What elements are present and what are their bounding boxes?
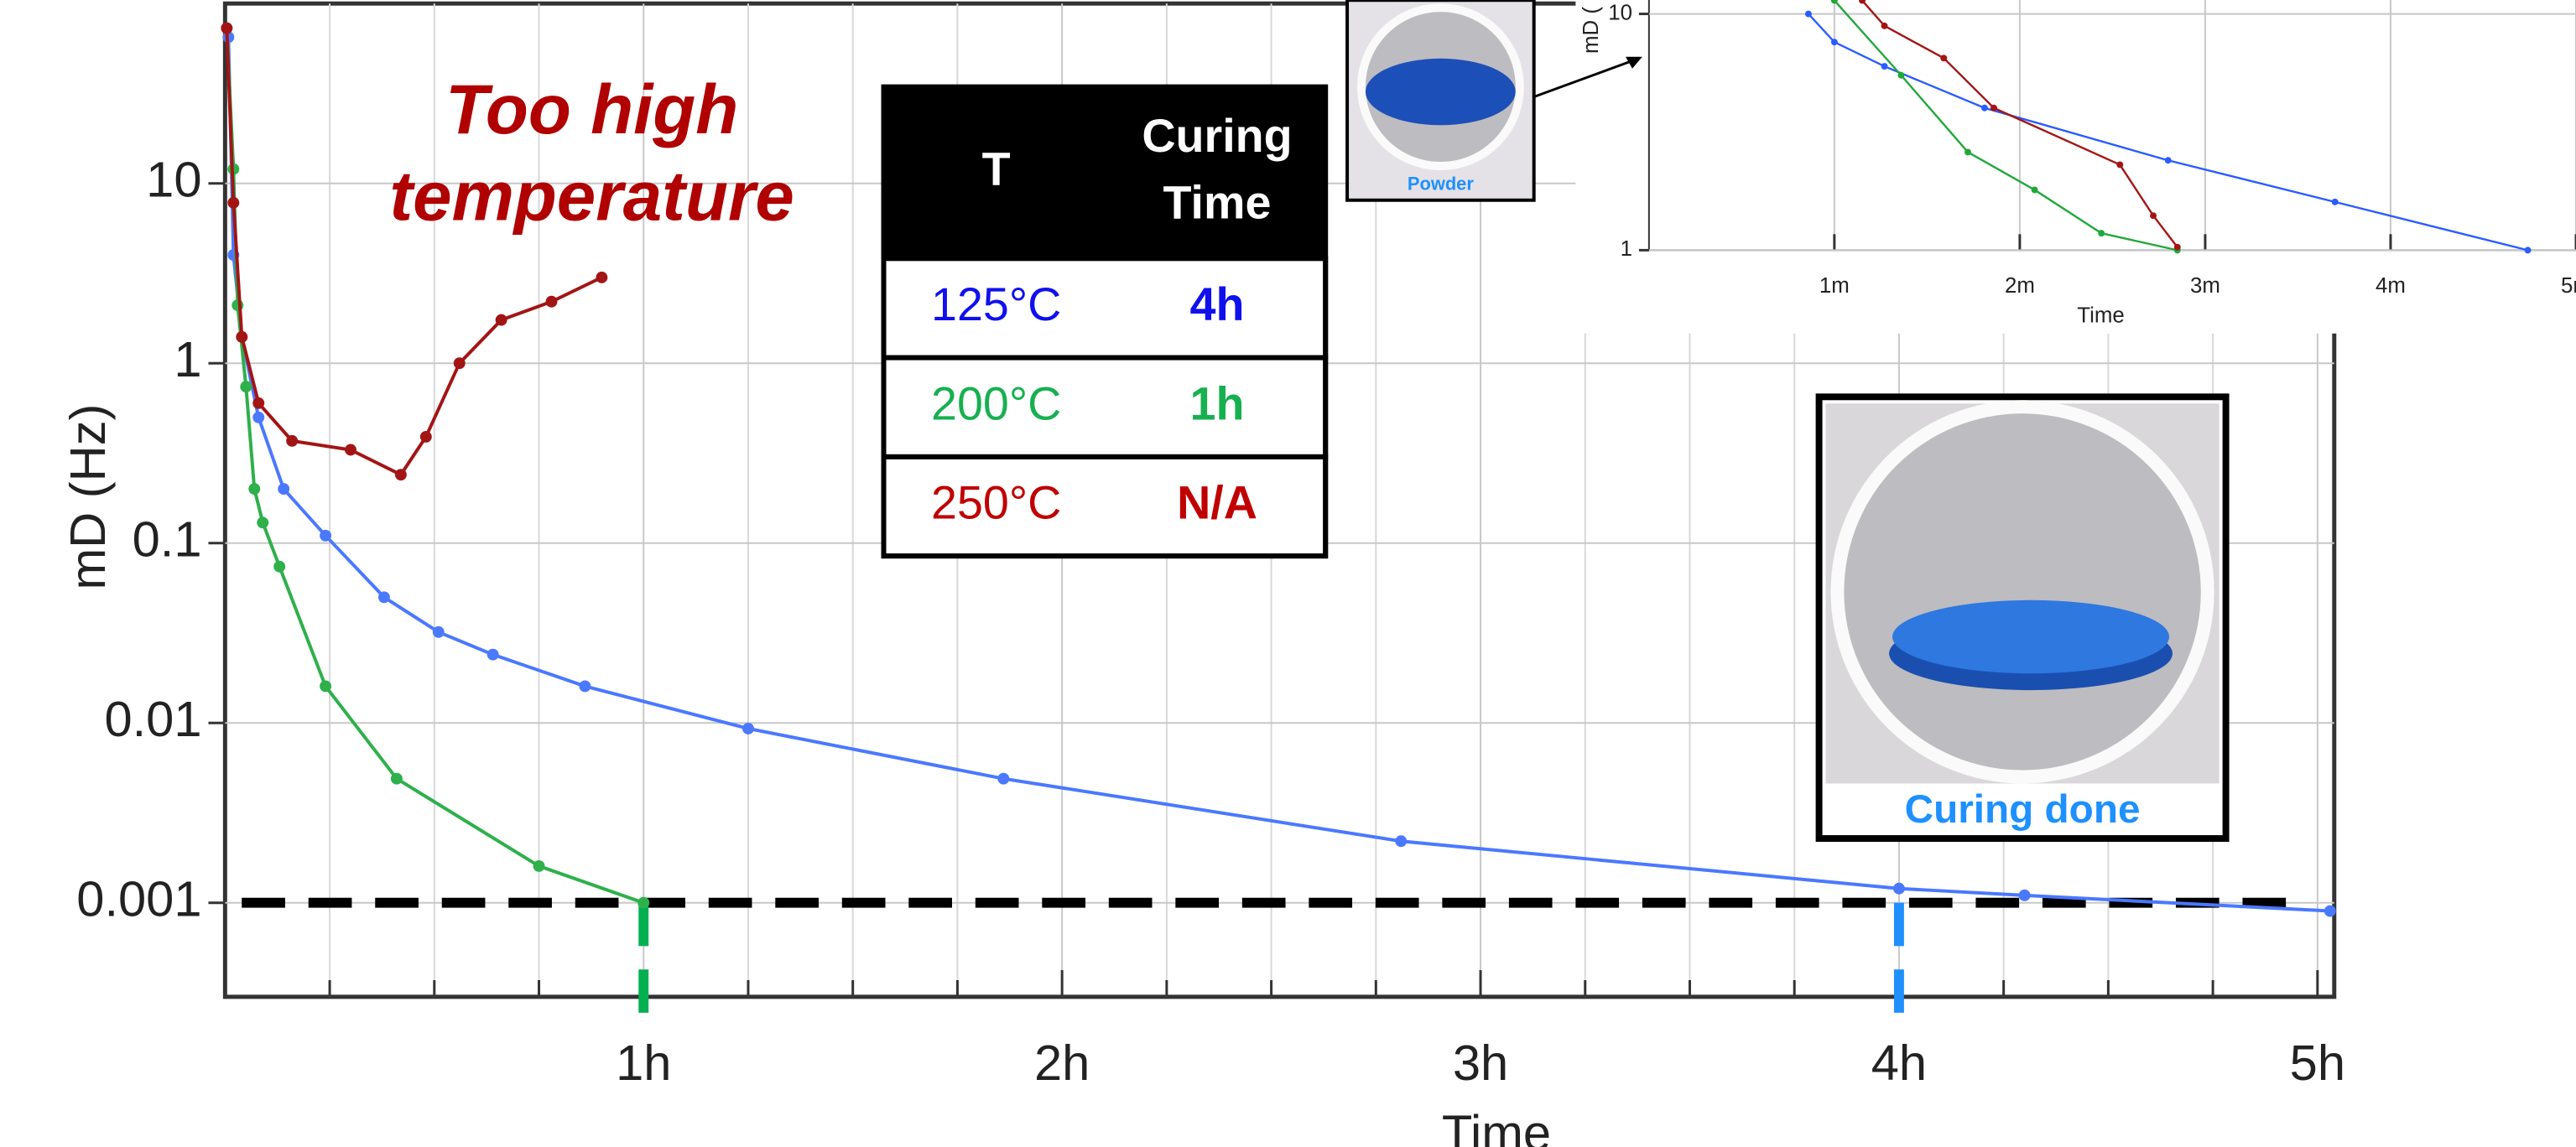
data-point	[1395, 835, 1407, 847]
data-point	[2324, 906, 2336, 917]
data-point	[454, 357, 466, 369]
data-point	[1881, 63, 1888, 70]
cured-image: Curing done	[1819, 397, 2226, 838]
y-tick-label: 10	[1608, 1, 1632, 24]
data-point	[1965, 148, 1971, 155]
table-header: Curing Time	[1109, 103, 1325, 236]
table-header-box: Curing Time	[1109, 103, 1325, 258]
data-point	[433, 626, 445, 638]
x-axis-label: Time	[1442, 1105, 1551, 1147]
x-tick-label: 2m	[2005, 274, 2035, 298]
y-tick-label: 1	[1621, 237, 1632, 261]
data-point	[2098, 230, 2105, 236]
x-tick-label: 1m	[1819, 274, 1850, 298]
x-tick-label: 3m	[2190, 274, 2220, 298]
data-point	[236, 331, 247, 343]
y-tick-label: 0.001	[76, 870, 201, 926]
data-point	[248, 483, 260, 495]
annotation: Too high temperature	[341, 67, 841, 241]
table-header: T	[982, 143, 1011, 195]
data-point	[1940, 54, 1947, 61]
data-point	[1893, 883, 1905, 895]
image-caption: Powder	[1408, 174, 1474, 195]
data-point	[742, 723, 754, 734]
data-point	[221, 23, 232, 34]
data-point	[2525, 247, 2532, 253]
x-tick-label: 4m	[2376, 274, 2406, 298]
data-point	[496, 314, 507, 326]
inset-chart: 1m 2m 3m 4m 5m 1 10 Time mD (	[1575, 0, 2576, 334]
powder-pile	[1366, 59, 1516, 126]
data-point	[2032, 186, 2038, 193]
y-tick-label: 0.01	[104, 691, 201, 747]
data-point	[2332, 199, 2339, 205]
table-cell: 250°C	[931, 477, 1061, 529]
data-point	[378, 591, 390, 603]
data-point	[1881, 23, 1888, 29]
data-point	[252, 412, 264, 423]
dish	[1844, 413, 2200, 770]
data-point	[596, 272, 607, 283]
data-point	[2165, 157, 2172, 163]
data-point	[1831, 39, 1838, 45]
data-point	[395, 469, 407, 480]
annotation-box: Too high temperature	[341, 67, 841, 267]
data-point	[273, 561, 285, 573]
table-cell: N/A	[1177, 477, 1257, 529]
data-point	[420, 431, 432, 443]
data-point	[227, 197, 239, 209]
data-point	[320, 530, 331, 542]
data-point	[1991, 105, 1997, 112]
table-cell: 125°C	[931, 278, 1061, 330]
data-point	[637, 897, 649, 909]
y-tick-label: 0.1	[133, 511, 202, 567]
data-point	[1805, 11, 1812, 18]
y-axis-label: mD (	[1579, 7, 1603, 54]
x-tick-label: 5m	[2561, 274, 2576, 298]
y-tick-label: 1	[174, 331, 201, 387]
data-point	[1981, 105, 1988, 112]
data-point	[546, 296, 558, 308]
data-point	[345, 444, 356, 456]
data-point	[533, 860, 545, 872]
image-caption: Curing done	[1905, 787, 2141, 832]
inset-bg	[1575, 0, 2576, 334]
data-point	[257, 516, 268, 528]
data-point	[2150, 212, 2157, 219]
table-cell: 200°C	[931, 377, 1061, 429]
curing-table: T Curing Time 125°C 4h 200°C 1h 250°C N/A	[883, 87, 1325, 557]
table-cell: 4h	[1190, 278, 1245, 330]
data-point	[240, 381, 252, 392]
data-point	[997, 773, 1009, 785]
data-point	[391, 773, 403, 785]
data-point	[2116, 161, 2123, 168]
data-point	[2019, 890, 2031, 901]
data-point	[487, 649, 499, 661]
data-point	[579, 680, 591, 692]
y-axis-label: mD (Hz)	[60, 404, 116, 590]
table-cell: 1h	[1190, 377, 1245, 429]
x-tick-label: 1h	[616, 1035, 671, 1091]
data-point	[278, 483, 289, 495]
x-tick-label: 5h	[2290, 1035, 2345, 1091]
x-tick-label: 4h	[1871, 1035, 1927, 1091]
y-tick-label: 10	[146, 151, 201, 207]
page: {"chart_data": [ {"type": "line", "xlabe…	[0, 0, 2576, 1147]
x-tick-label: 2h	[1034, 1035, 1090, 1091]
figure: 1h 2h 3h 4h 5h 10 1 0.1 0.01 0.001 Time mD (Hz) Too …	[0, 0, 2576, 1147]
data-point	[1897, 72, 1904, 79]
cured-disc	[1892, 600, 2169, 673]
x-axis-label: Time	[2077, 304, 2124, 328]
x-tick-label: 3h	[1453, 1035, 1508, 1091]
data-point	[2174, 244, 2181, 251]
data-point	[320, 680, 331, 692]
data-point	[286, 435, 298, 447]
data-point	[252, 397, 264, 409]
